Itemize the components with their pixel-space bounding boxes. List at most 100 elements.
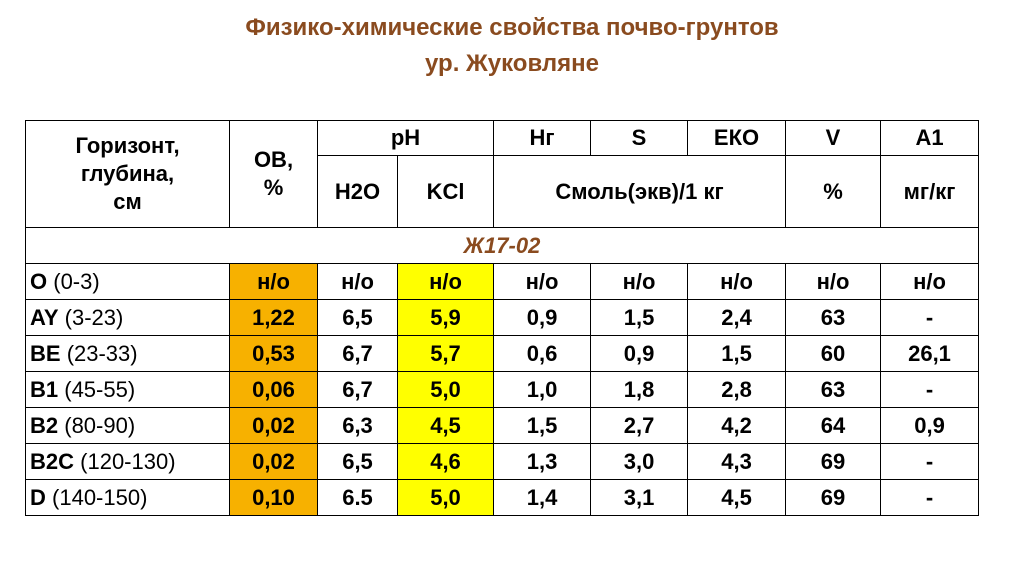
value-cell: 1,0 [493, 371, 592, 408]
horizon-cell: D (140-150) [25, 479, 230, 516]
value-cell: 63 [785, 371, 882, 408]
value-cell: 6,7 [317, 371, 398, 408]
horizon-name: BE [30, 340, 61, 366]
value-cell: 1,5 [493, 407, 592, 444]
horizon-depth: (140-150) [52, 484, 148, 510]
title: Физико-химические свойства почво-грунтов… [0, 10, 1024, 82]
data-table: Горизонт, глубина, см ОВ, % pH Hг S ЕКО … [24, 120, 980, 516]
header-cell: H2O [317, 155, 398, 228]
table-row: AY (3-23) 1,22 6,5 5,9 0,9 1,5 2,4 63- [25, 299, 980, 336]
header-cell: V [785, 120, 882, 156]
value-cell: 2,8 [687, 371, 787, 408]
value-cell: н/о [493, 263, 592, 300]
table-row: BE (23-33) 0,53 6,7 5,7 0,6 0,9 1,5 60 26,1 [25, 335, 980, 372]
value-cell: 1,3 [493, 443, 592, 480]
header-cell: Смоль(экв)/1 кг [493, 155, 787, 228]
value-cell: - [880, 371, 980, 408]
value-cell: 6,3 [317, 407, 398, 444]
value-cell: 0,9 [880, 407, 980, 444]
value-cell: 0,9 [590, 335, 689, 372]
table-row: B1 (45-55) 0,06 6,7 5,0 1,0 1,8 2,8 63- [25, 371, 980, 408]
value-cell: 0,02 [229, 443, 318, 480]
horizon-name: AY [30, 304, 59, 330]
value-cell: 4,6 [396, 443, 495, 480]
header-cell: мг/кг [880, 155, 980, 228]
value-cell: 4,2 [687, 407, 787, 444]
header-line: глубина, [80, 161, 175, 186]
header-line: см [113, 189, 142, 214]
value-cell: 0,10 [229, 479, 318, 516]
value-cell: 6,5 [317, 443, 398, 480]
horizon-depth: (45-55) [64, 376, 136, 402]
title-line: ур. Жуковляне [425, 50, 599, 77]
value-cell: 2,4 [687, 299, 787, 336]
header-cell: KCl [396, 155, 495, 228]
value-cell: 2,7 [590, 407, 689, 444]
value-cell: 0,6 [493, 335, 592, 372]
value-cell: н/о [880, 263, 980, 300]
value-cell: 1,5 [687, 335, 787, 372]
horizon-cell: O (0-3) [25, 263, 230, 300]
value-cell: 1,5 [590, 299, 689, 336]
value-cell: н/о [229, 263, 318, 300]
value-cell: 5,9 [396, 299, 495, 336]
value-cell: н/о [396, 263, 495, 300]
value-cell: 63 [785, 299, 882, 336]
header-line: Горизонт, [75, 133, 180, 158]
value-cell: 26,1 [880, 335, 980, 372]
value-cell: 4,5 [687, 479, 787, 516]
table-row: O (0-3) н/о н/о н/о н/о н/о н/о н/о н/о [25, 263, 980, 300]
header-cell: Hг [493, 120, 592, 156]
value-cell: 64 [785, 407, 882, 444]
horizon-depth: (0-3) [53, 268, 100, 294]
horizon-cell: B2 (80-90) [25, 407, 230, 444]
header-cell: % [785, 155, 882, 228]
value-cell: 60 [785, 335, 882, 372]
value-cell: н/о [317, 263, 398, 300]
value-cell: 3,1 [590, 479, 689, 516]
horizon-cell: BE (23-33) [25, 335, 230, 372]
value-cell: 4,5 [396, 407, 495, 444]
value-cell: - [880, 299, 980, 336]
header-line: % [263, 175, 284, 200]
value-cell: 4,3 [687, 443, 787, 480]
header-cell: S [590, 120, 689, 156]
horizon-name: D [30, 484, 46, 510]
value-cell: 69 [785, 479, 882, 516]
value-cell: - [880, 479, 980, 516]
section-cell: Ж17-02 [24, 227, 980, 264]
value-cell: - [880, 443, 980, 480]
horizon-depth: (23-33) [66, 340, 138, 366]
horizon-cell: AY (3-23) [25, 299, 230, 336]
value-cell: 1,4 [493, 479, 592, 516]
table-row: B2C (120-130) 0,02 6,5 4,6 1,3 3,0 4,3 69- [25, 443, 980, 480]
horizon-cell: B1 (45-55) [25, 371, 230, 408]
horizon-name: B2C [30, 448, 75, 474]
horizon-name: B1 [30, 376, 59, 402]
value-cell: 6.5 [317, 479, 398, 516]
table-row: D (140-150) 0,10 6.5 5,0 1,4 3,1 4,5 69- [25, 479, 980, 516]
value-cell: 0,53 [229, 335, 318, 372]
value-cell: 5,7 [396, 335, 495, 372]
title-line: Физико-химические свойства почво-грунтов [245, 14, 779, 41]
header-cell: Горизонт, глубина, см [25, 120, 230, 228]
value-cell: 6,7 [317, 335, 398, 372]
horizon-depth: (120-130) [80, 448, 176, 474]
header-cell: A1 [880, 120, 980, 156]
horizon-name: O [30, 268, 48, 294]
value-cell: 1,22 [229, 299, 318, 336]
value-cell: 0,9 [493, 299, 592, 336]
horizon-name: B2 [30, 412, 59, 438]
value-cell: 5,0 [396, 371, 495, 408]
header-line: ОВ, [253, 147, 294, 172]
value-cell: н/о [590, 263, 689, 300]
value-cell: 3,0 [590, 443, 689, 480]
value-cell: н/о [687, 263, 787, 300]
horizon-cell: B2C (120-130) [25, 443, 230, 480]
value-cell: 69 [785, 443, 882, 480]
value-cell: н/о [785, 263, 882, 300]
value-cell: 1,8 [590, 371, 689, 408]
table-row: B2 (80-90) 0,02 6,3 4,5 1,5 2,7 4,2 64 0,9 [25, 407, 980, 444]
header-cell: pH [316, 120, 495, 156]
